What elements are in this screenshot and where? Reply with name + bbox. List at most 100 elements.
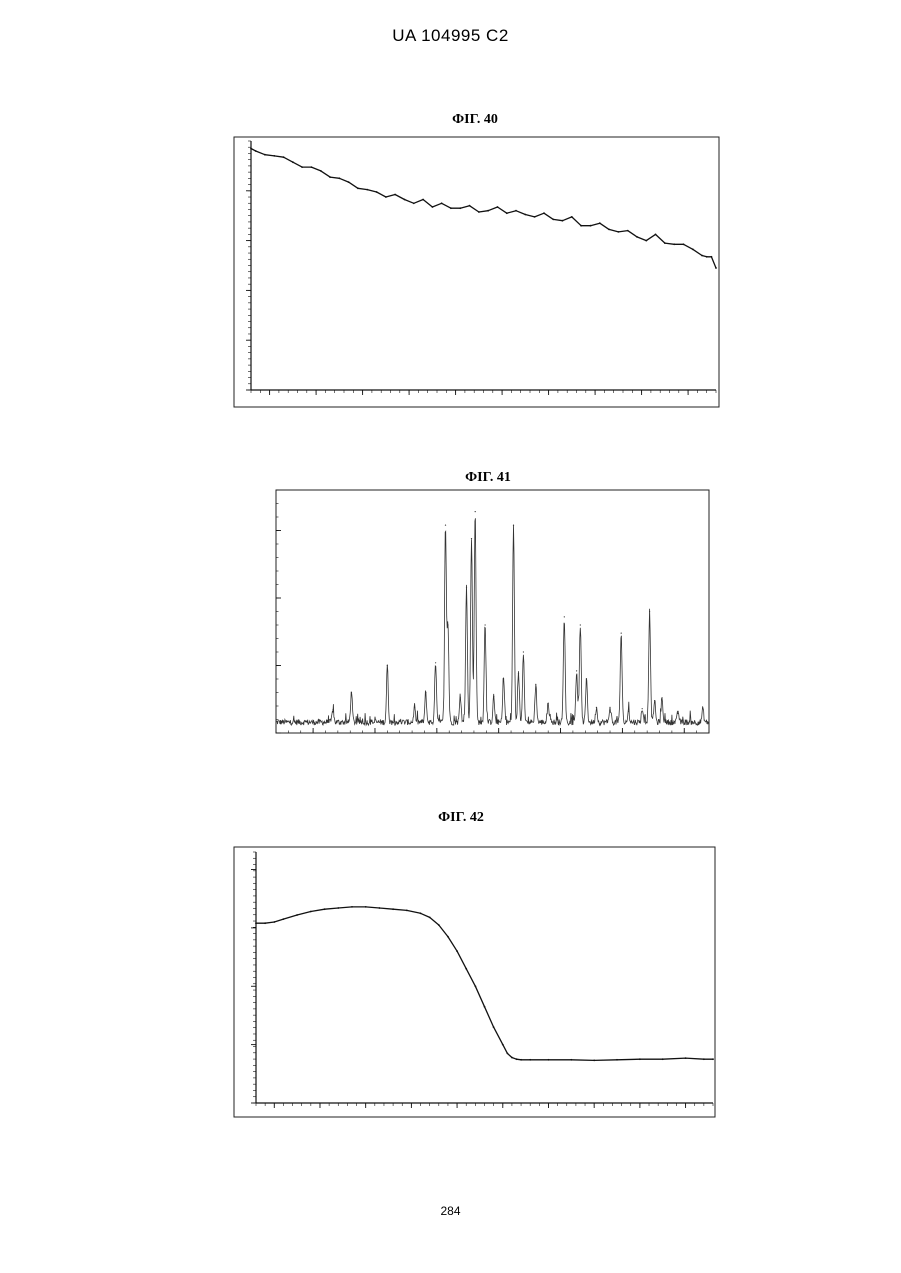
data-point [310,911,312,913]
data-point [543,212,545,214]
diffraction-peak [596,707,597,708]
data-point [478,211,480,213]
data-point [329,176,331,178]
diffraction-peak [628,711,629,712]
diffraction-peak [642,708,643,709]
data-point [311,166,313,168]
data-point [404,199,406,201]
data-point [608,229,610,231]
data-point [465,968,467,970]
chart-frame [234,137,719,407]
data-point [599,222,601,224]
data-point [529,1059,531,1061]
data-point [511,1057,513,1059]
figure-41-xrd-chart [276,490,709,733]
data-point [562,220,564,222]
data-point [711,256,713,258]
data-point [662,1058,664,1060]
data-point [580,225,582,227]
diffraction-peak [649,611,650,612]
diffraction-peak [621,633,622,634]
diffraction-peak [425,692,426,693]
data-point [627,230,629,232]
diffraction-peak [466,587,467,588]
data-point [507,1053,509,1055]
data-point [264,154,266,156]
data-point [324,908,326,910]
data-point [548,1059,550,1061]
data-point [365,906,367,908]
data-point [255,150,257,152]
data-point [450,207,452,209]
data-point [534,216,536,218]
data-point [715,267,717,269]
diffraction-peak [702,708,703,709]
data-point [712,1058,714,1060]
data-point [636,236,638,238]
diffraction-peak [576,670,577,671]
diffraction-peak [535,684,536,685]
data-line [256,907,713,1061]
chart-frame [234,847,715,1117]
data-point [337,907,339,909]
data-point [273,921,275,923]
diffraction-peak [435,662,436,663]
data-point [685,1057,687,1059]
data-point [420,912,422,914]
data-point [469,205,471,207]
diffraction-peak [564,616,565,617]
data-point [296,914,298,916]
data-point [593,1060,595,1062]
data-point [484,1006,486,1008]
diffraction-peak [485,624,486,625]
data-point [570,1059,572,1061]
data-point [571,216,573,218]
data-point [320,170,322,172]
diffraction-peak [503,678,504,679]
data-point [255,922,257,924]
data-point [394,194,396,196]
data-point [366,189,368,191]
data-point [376,191,378,193]
diffraction-peak [661,697,662,698]
data-point [645,240,647,242]
data-point [456,950,458,952]
data-point [673,243,675,245]
diffraction-peak [548,703,549,704]
data-point [475,985,477,987]
data-point [497,206,499,208]
diffraction-peak [471,538,472,539]
data-point [502,1044,504,1046]
data-point [664,242,666,244]
data-point [351,906,353,908]
diffraction-peak [518,673,519,674]
data-point [639,1058,641,1060]
data-point [422,199,424,201]
data-point [459,207,461,209]
data-point [273,155,275,157]
data-point [301,166,303,168]
data-point [406,910,408,912]
data-point [250,148,252,150]
data-point [655,234,657,236]
data-point [515,210,517,212]
data-line [251,149,716,269]
data-point [692,248,694,250]
data-point [339,177,341,179]
data-point [283,918,285,920]
data-point [413,202,415,204]
data-point [264,922,266,924]
data-point [516,1058,518,1060]
data-point [683,243,685,245]
data-point [385,196,387,198]
diffraction-peak [414,707,415,708]
diffraction-peak [654,700,655,701]
diffraction-peak [523,651,524,652]
data-point [493,1026,495,1028]
data-point [487,210,489,212]
diffraction-peak [586,678,587,679]
data-point [392,908,394,910]
diffraction-peak [475,511,476,512]
diffraction-peak [678,711,679,712]
